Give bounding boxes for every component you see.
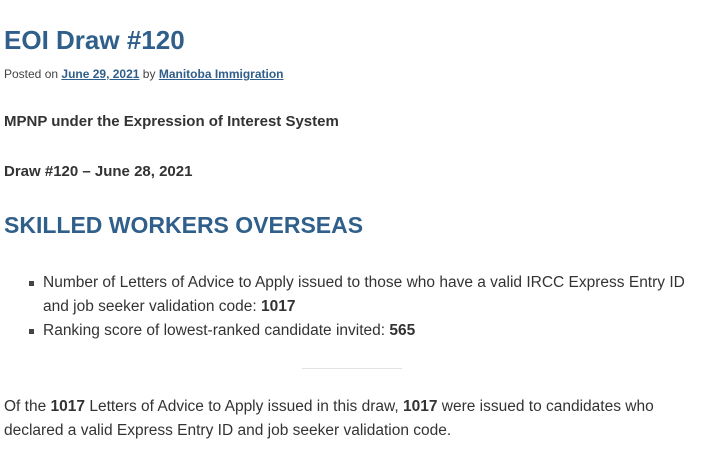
author-link[interactable]: Manitoba Immigration	[158, 67, 284, 81]
list-item: Ranking score of lowest-ranked candidate…	[29, 319, 703, 343]
program-subtitle: MPNP under the Expression of Interest Sy…	[4, 113, 339, 130]
stat-label: Ranking score of lowest-ranked candidate…	[43, 322, 386, 339]
stat-value: 1017	[261, 298, 296, 315]
draw-stats-list: Number of Letters of Advice to Apply iss…	[29, 271, 703, 343]
summary-paragraph: Of the 1017 Letters of Advice to Apply i…	[4, 395, 704, 443]
summary-count-total: 1017	[50, 398, 86, 415]
section-heading: SKILLED WORKERS OVERSEAS	[4, 212, 364, 238]
post-date-link[interactable]: June 29, 2021	[61, 67, 140, 81]
list-item: Number of Letters of Advice to Apply iss…	[29, 271, 703, 319]
divider	[302, 368, 402, 369]
summary-text: Letters of Advice to Apply issued in thi…	[89, 398, 399, 415]
post-meta: Posted on June 29, 2021 by Manitoba Immi…	[4, 67, 284, 81]
square-bullet-icon	[29, 329, 34, 334]
posted-on-label: Posted on	[4, 67, 59, 81]
stat-value: 565	[389, 322, 416, 339]
summary-count-ee: 1017	[402, 398, 438, 415]
draw-subtitle: Draw #120 – June 28, 2021	[4, 163, 193, 180]
summary-text: were issued to candidates who declared a…	[4, 398, 654, 439]
post-title: EOI Draw #120	[4, 25, 185, 55]
square-bullet-icon	[29, 281, 34, 286]
stat-label: Number of Letters of Advice to Apply iss…	[43, 274, 685, 315]
by-label: by	[142, 67, 156, 81]
summary-text: Of the	[4, 398, 47, 415]
